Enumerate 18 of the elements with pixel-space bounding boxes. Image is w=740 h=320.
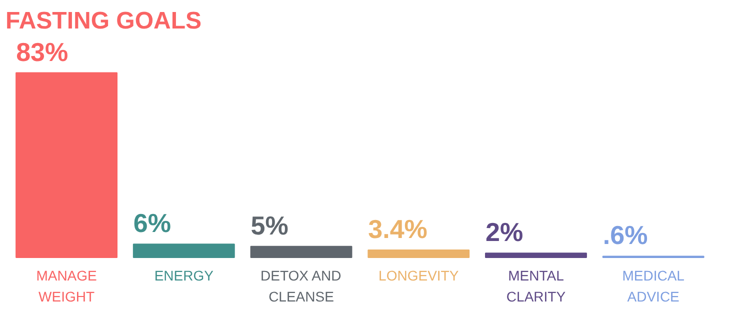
- data-label: .6%: [602, 220, 648, 250]
- data-label: 3.4%: [368, 214, 428, 244]
- bar: [132, 244, 235, 258]
- data-label: 83%: [16, 36, 68, 67]
- data-label: 2%: [486, 217, 524, 248]
- x-tick-label: ENERGY: [154, 268, 214, 284]
- data-label: 6%: [133, 208, 172, 238]
- data-label: 5%: [250, 210, 288, 240]
- x-tick-label: DETOX AND CLEANSE: [260, 268, 342, 304]
- x-tick-label: MEDICAL ADVICE: [622, 268, 685, 304]
- bar: [485, 252, 587, 258]
- x-tick-label: MENTAL CLARITY: [506, 268, 566, 304]
- bar: [368, 249, 470, 258]
- bar: [250, 246, 352, 258]
- chart-title: FASTING GOALS: [6, 8, 202, 34]
- x-tick-label: MANAGE WEIGHT: [36, 268, 97, 304]
- x-tick-label: LONGEVITY: [378, 268, 460, 284]
- bar: [16, 72, 118, 258]
